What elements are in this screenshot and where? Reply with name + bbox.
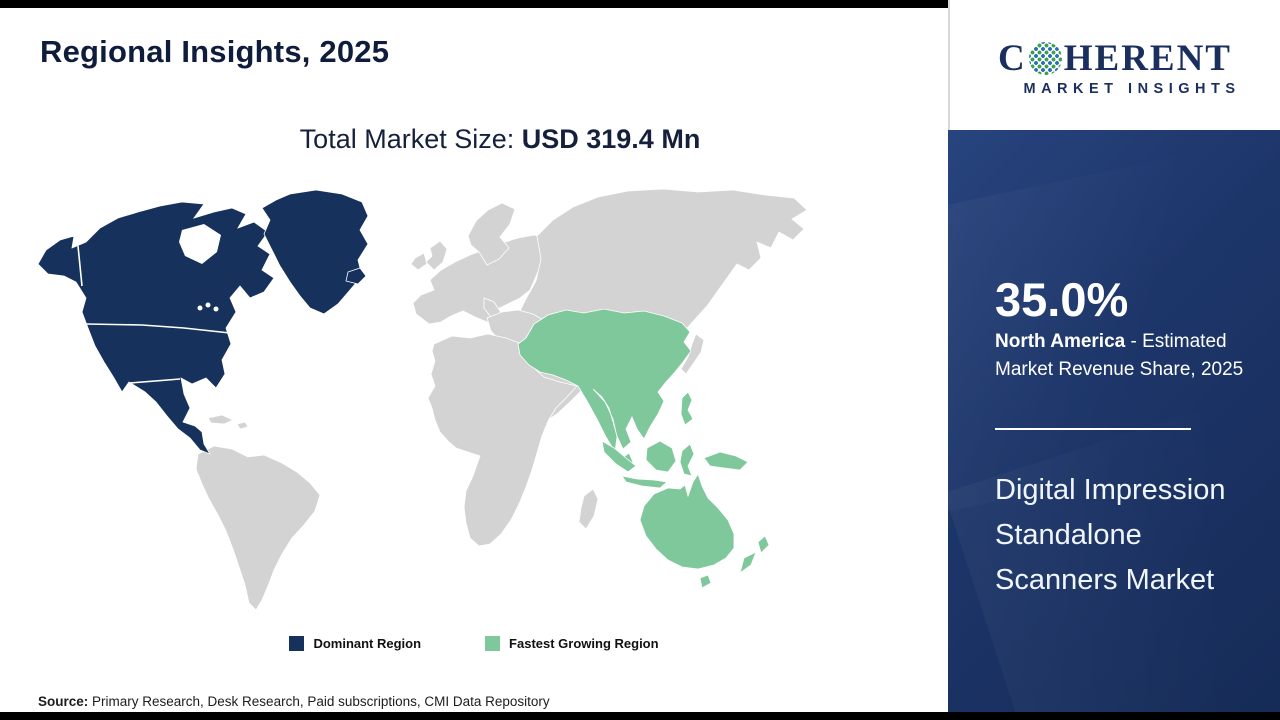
total-market-size-value: USD 319.4 Mn (521, 124, 701, 154)
source-text: Primary Research, Desk Research, Paid su… (88, 694, 550, 709)
page-title: Regional Insights, 2025 (40, 34, 390, 69)
right-sidebar: C HERENT MARKET INSIGHTS 35.0% North Ame… (948, 0, 1280, 712)
brand-wordmark: C HERENT (998, 40, 1232, 77)
share-region-name: North America (995, 331, 1131, 352)
region-south-america (195, 414, 321, 611)
fastest-growing-swatch (485, 636, 501, 651)
us-mexico-border (129, 378, 181, 384)
us-canada-border (85, 323, 231, 334)
brand-logo: C HERENT MARKET INSIGHTS (948, 0, 1280, 130)
total-market-size: Total Market Size: USD 319.4 Mn (150, 124, 850, 155)
alaska-border (77, 245, 83, 287)
fastest-growing-label: Fastest Growing Region (509, 636, 659, 651)
world-map-svg (37, 188, 808, 611)
top-black-bar (0, 0, 948, 8)
bottom-black-bar (0, 712, 1280, 720)
stats-panel: 35.0% North America - Estimated Market R… (948, 130, 1280, 712)
brand-letters-rest: HERENT (1063, 37, 1232, 79)
map-legend: Dominant Region Fastest Growing Region (0, 636, 948, 651)
source-label: Source: (38, 694, 89, 709)
world-map (32, 186, 820, 620)
total-market-size-label: Total Market Size: (299, 124, 522, 154)
dominant-region-swatch (289, 636, 305, 651)
market-name: Digital Impression Standalone Scanners M… (995, 474, 1226, 596)
market-share-value: 35.0% (995, 273, 1129, 326)
brand-tagline: MARKET INSIGHTS (1023, 80, 1241, 97)
dominant-region-label: Dominant Region (313, 636, 422, 651)
market-share-description: North America - Estimated Market Revenue… (995, 328, 1247, 383)
brand-letter-c: C (998, 37, 1027, 79)
share-description-rest: - Estimated Market Revenue Share, 2025 (995, 331, 1244, 380)
source-line: Source: Primary Research, Desk Research,… (38, 694, 550, 709)
legend-item-dominant: Dominant Region (289, 636, 421, 651)
region-north-america (37, 189, 369, 455)
region-africa (427, 333, 599, 547)
hudson-bay (179, 224, 221, 264)
panel-divider (995, 428, 1191, 430)
globe-dots-icon (1028, 41, 1062, 75)
legend-item-fastest: Fastest Growing Region (485, 636, 659, 651)
region-asia-pacific (517, 308, 770, 589)
